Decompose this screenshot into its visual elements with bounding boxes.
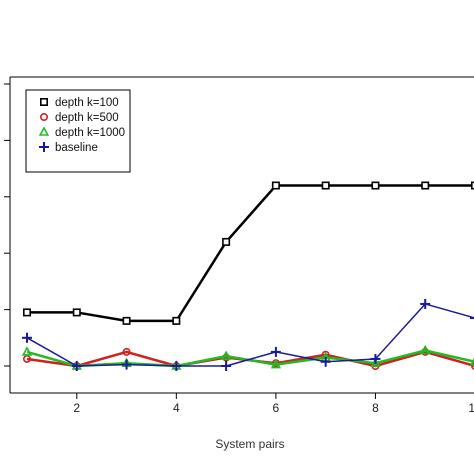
series-0-point-3 xyxy=(122,316,131,325)
series-0-point-8 xyxy=(371,181,380,190)
series-3-point-6 xyxy=(270,346,281,357)
series-1-point-3 xyxy=(122,347,131,356)
legend-label-0: depth k=100 xyxy=(55,97,119,109)
series-3-point-2 xyxy=(71,361,82,371)
legend-marker-3 xyxy=(39,142,49,152)
legend-label-2: depth k=1000 xyxy=(55,127,125,139)
series-3-point-1 xyxy=(22,332,32,343)
series-2-point-9 xyxy=(420,344,431,355)
x-tick-label-2: 2 xyxy=(73,401,80,415)
legend-marker-1 xyxy=(39,113,48,122)
series-layer xyxy=(21,181,474,371)
x-tick-label-6: 6 xyxy=(273,401,280,415)
series-3-point-10 xyxy=(470,317,474,320)
x-tick-label-4: 4 xyxy=(173,401,180,415)
plot-frame xyxy=(9,76,474,394)
series-3 xyxy=(22,298,474,371)
series-0-point-5 xyxy=(222,237,231,246)
series-3-point-7 xyxy=(320,356,331,367)
legend-marker-0 xyxy=(39,98,48,107)
legend: depth k=100 depth k=500 depth k=1000 baseli… xyxy=(25,89,131,173)
series-3-point-4 xyxy=(171,361,182,371)
series-line-3 xyxy=(26,303,474,367)
series-2-point-6 xyxy=(270,358,282,369)
x-tick-label-8: 8 xyxy=(372,401,379,415)
series-2-point-1 xyxy=(21,346,33,356)
legend-label-1: depth k=500 xyxy=(55,112,119,124)
series-0-point-2 xyxy=(72,308,81,317)
series-3-point-3 xyxy=(121,359,132,370)
series-0-point-9 xyxy=(421,181,430,190)
series-0-point-1 xyxy=(22,308,31,317)
x-axis-label: System pairs xyxy=(215,437,284,451)
series-0-point-4 xyxy=(172,316,181,325)
series-3-point-5 xyxy=(221,361,232,371)
x-tick-label-10: 10 xyxy=(468,401,474,415)
x-axis-ticks: 2 4 6 8 10 xyxy=(73,393,474,415)
series-0-point-7 xyxy=(321,181,330,190)
series-0-point-10 xyxy=(470,181,474,190)
series-1-point-10 xyxy=(471,362,474,370)
series-1-point-1 xyxy=(22,354,31,363)
legend-marker-2 xyxy=(38,126,50,136)
series-2-point-10 xyxy=(469,357,474,366)
y-axis-ticks xyxy=(4,83,10,367)
series-0-point-6 xyxy=(271,181,280,190)
series-line-0 xyxy=(27,184,474,323)
series-3-point-8 xyxy=(370,353,381,364)
series-0 xyxy=(22,181,474,325)
legend-items: depth k=100 depth k=500 depth k=1000 baseli… xyxy=(38,97,125,154)
series-2-point-5 xyxy=(220,350,232,360)
legend-label-3: baseline xyxy=(55,142,98,154)
series-3-point-9 xyxy=(420,298,431,309)
series-2-point-8 xyxy=(370,357,381,367)
